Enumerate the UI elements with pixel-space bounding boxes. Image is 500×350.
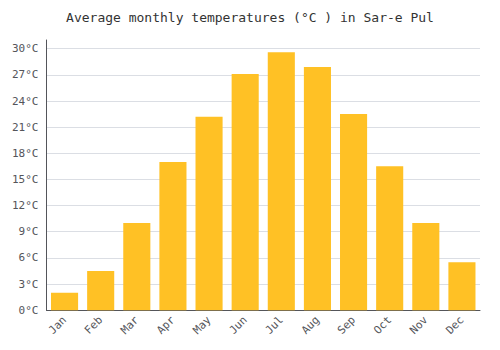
svg-text:Aug: Aug bbox=[299, 314, 322, 337]
svg-text:Dec: Dec bbox=[443, 314, 466, 337]
svg-text:21°C: 21°C bbox=[12, 121, 39, 134]
svg-text:6°C: 6°C bbox=[19, 251, 39, 264]
svg-text:Jan: Jan bbox=[46, 314, 69, 337]
svg-text:Feb: Feb bbox=[82, 314, 105, 337]
svg-text:3°C: 3°C bbox=[19, 278, 39, 291]
svg-text:Jul: Jul bbox=[263, 314, 286, 337]
svg-text:Average monthly temperatures (: Average monthly temperatures (°C ) in Sa… bbox=[66, 10, 434, 25]
svg-text:May: May bbox=[190, 313, 213, 336]
svg-text:18°C: 18°C bbox=[12, 147, 39, 160]
svg-text:Apr: Apr bbox=[154, 313, 177, 336]
svg-text:Mar: Mar bbox=[118, 313, 141, 336]
svg-text:12°C: 12°C bbox=[12, 199, 39, 212]
svg-text:15°C: 15°C bbox=[12, 173, 39, 186]
svg-text:Jun: Jun bbox=[227, 314, 250, 337]
svg-text:24°C: 24°C bbox=[12, 95, 39, 108]
svg-text:0°C: 0°C bbox=[19, 304, 39, 317]
svg-text:27°C: 27°C bbox=[12, 68, 39, 81]
svg-text:Oct: Oct bbox=[371, 314, 394, 337]
svg-text:9°C: 9°C bbox=[19, 225, 39, 238]
svg-text:30°C: 30°C bbox=[12, 42, 39, 55]
svg-text:Sep: Sep bbox=[335, 314, 358, 337]
svg-text:Nov: Nov bbox=[407, 313, 430, 336]
